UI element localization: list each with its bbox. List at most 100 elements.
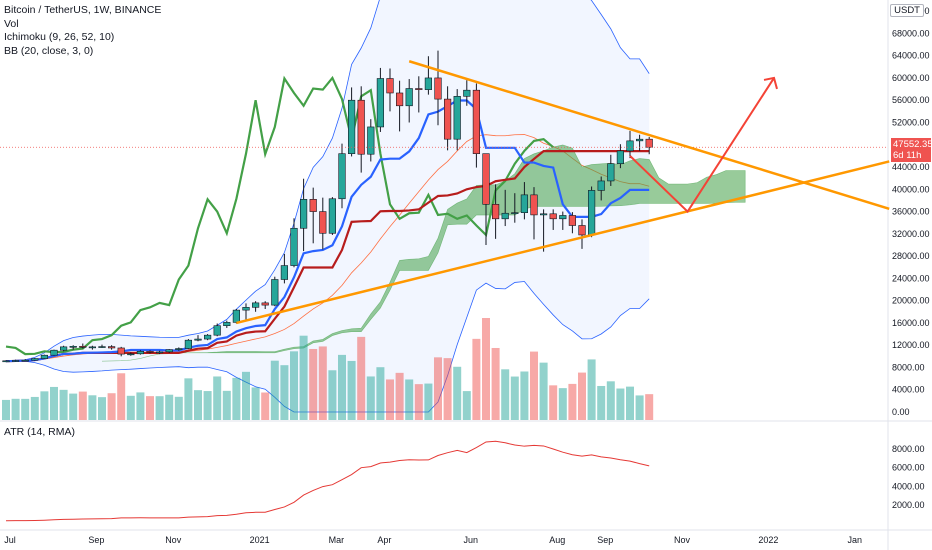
ichimoku-conversion-line <box>5 99 650 363</box>
candle <box>491 184 500 239</box>
volume-bar <box>539 362 548 420</box>
volume-bar <box>414 384 423 420</box>
volume-bar <box>386 379 394 420</box>
last-price-countdown: 6d 11h <box>893 150 922 161</box>
candle <box>194 335 202 342</box>
candle <box>635 134 644 151</box>
volume-bar <box>270 360 279 420</box>
time-tick-label: Sep <box>597 535 613 545</box>
candle <box>511 193 519 223</box>
candle-body <box>415 88 423 90</box>
volume-bar <box>597 385 606 420</box>
volume-bar <box>635 395 644 420</box>
time-tick-label: Mar <box>329 535 345 545</box>
volume-bar <box>443 358 452 420</box>
candle <box>357 86 365 173</box>
volume-bar <box>530 351 538 420</box>
candle <box>69 345 77 350</box>
candle <box>520 182 528 220</box>
candle-body <box>40 354 48 359</box>
candle <box>31 357 39 361</box>
candle <box>40 354 48 360</box>
volume-bar <box>405 379 414 420</box>
candle-body <box>2 360 10 363</box>
volume-bar <box>21 398 30 420</box>
candle-body <box>175 348 183 350</box>
time-tick-label: 2021 <box>250 535 270 545</box>
candle <box>319 197 327 250</box>
chart-legend: Bitcoin / TetherUS, 1W, BINANCE Vol Ichi… <box>4 4 161 58</box>
volume-bar <box>174 396 183 420</box>
price-tick-label: 0.00 <box>892 407 910 417</box>
volume-bar <box>59 389 68 420</box>
last-price-value: 47552.35 <box>893 139 932 150</box>
candle-body <box>578 225 586 236</box>
candle <box>12 359 20 362</box>
candle-body <box>117 347 125 355</box>
price-tick-label: 24000.00 <box>892 273 930 283</box>
candle-body <box>280 265 289 280</box>
volume-bar <box>558 388 567 420</box>
volume-bar <box>376 367 385 420</box>
candle-body <box>424 77 433 90</box>
candle-body <box>511 212 519 214</box>
candle-body <box>136 351 145 355</box>
candle <box>424 56 433 95</box>
legend-vol: Vol <box>4 17 19 30</box>
candle <box>472 83 481 168</box>
volume-bar <box>261 392 270 420</box>
candle-body <box>309 199 317 212</box>
candle-body <box>559 215 567 220</box>
volume-bar <box>280 365 289 420</box>
volume-bar <box>482 318 490 420</box>
candle <box>175 347 183 351</box>
volume-bar <box>587 359 596 420</box>
candle <box>415 76 423 113</box>
volume-bar <box>290 351 298 420</box>
candle <box>127 352 135 356</box>
ichimoku-lagging-span <box>5 75 554 356</box>
candle <box>117 346 125 357</box>
volume-bar <box>616 388 625 420</box>
price-tick-label: 20000.00 <box>892 296 930 306</box>
price-tick-label: 16000.00 <box>892 318 930 328</box>
candle <box>328 197 337 235</box>
currency-label[interactable]: USDT <box>890 4 924 17</box>
candle <box>261 301 269 309</box>
candle <box>136 350 145 355</box>
volume-bar <box>626 386 634 420</box>
time-tick-label: Jul <box>4 535 16 545</box>
volume-bar <box>184 378 193 420</box>
projection-arrow <box>629 77 775 214</box>
candle-body <box>539 213 548 216</box>
candle-body <box>127 353 135 356</box>
candle-body <box>165 349 173 353</box>
atr-line <box>5 440 650 522</box>
candle-body <box>108 346 116 349</box>
volume-bar <box>338 354 346 420</box>
time-tick-label: 2022 <box>758 535 778 545</box>
candle <box>482 153 490 245</box>
candle-body <box>242 307 250 311</box>
candle <box>50 349 58 356</box>
candle-body <box>59 346 68 351</box>
candle-body <box>607 163 615 182</box>
candle-body <box>21 359 29 362</box>
volume-bar <box>501 369 510 420</box>
last-price-tag: 47552.35 6d 11h <box>891 138 932 162</box>
volume-bar <box>30 396 39 420</box>
candle-body <box>491 204 500 220</box>
candle-body <box>434 77 442 100</box>
atr-tick-label: 6000.00 <box>892 463 925 473</box>
candle <box>242 303 250 322</box>
candle <box>223 320 231 328</box>
candle <box>146 350 154 354</box>
candle-body <box>520 194 528 213</box>
candle-body <box>376 78 385 128</box>
candle <box>501 189 509 227</box>
candle-body <box>453 96 461 140</box>
candle <box>578 219 586 249</box>
volume-bar <box>328 370 337 420</box>
candle-body <box>69 346 77 348</box>
